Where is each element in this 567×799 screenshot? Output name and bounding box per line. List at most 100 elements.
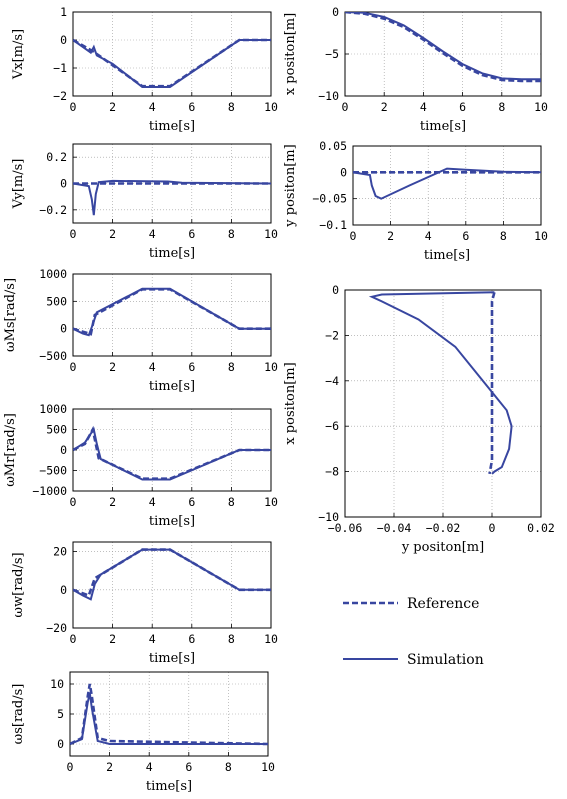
- x-tick-label: 6: [185, 760, 192, 774]
- series-simulation-line: [70, 692, 268, 745]
- x-tick-label: −0.04: [377, 521, 412, 535]
- x-tick-label: 0: [350, 229, 357, 243]
- y-axis-label: ωw[rad/s]: [11, 552, 26, 617]
- x-tick-label: 6: [188, 360, 195, 374]
- x-axis-label: time[s]: [149, 379, 195, 394]
- y-tick-label: 1000: [39, 402, 67, 416]
- x-tick-label: 6: [188, 227, 195, 241]
- x-tick-label: 2: [387, 229, 394, 243]
- x-tick-label: 2: [109, 100, 116, 114]
- y-axis-label: ωMs[rad/s]: [3, 278, 18, 352]
- x-tick-label: 8: [498, 100, 505, 114]
- x-tick-label: 2: [109, 495, 116, 509]
- x-tick-label: 10: [264, 227, 278, 241]
- y-axis-label: x positon[m]: [283, 362, 298, 444]
- x-axis-label: time[s]: [146, 779, 192, 794]
- y-tick-label: 0: [60, 322, 67, 336]
- y-tick-label: 0: [60, 443, 67, 457]
- series-reference-line: [73, 425, 271, 481]
- series-simulation-line: [73, 39, 271, 88]
- chart-ypos: 0 2 4 6 8 10 0.05 0 −0.05 −0.1 time[s] y positon[m]: [283, 139, 548, 263]
- x-axis-label: time[s]: [149, 119, 195, 134]
- y-tick-label: 1: [60, 5, 67, 19]
- series-simulation-line: [73, 179, 271, 216]
- y-tick-label: −0.05: [312, 192, 347, 206]
- y-tick-label: 0: [332, 283, 339, 297]
- y-tick-label: −6: [325, 419, 339, 433]
- x-tick-label: −0.06: [328, 521, 363, 535]
- y-tick-label: −8: [325, 465, 339, 479]
- x-tick-label: 8: [225, 760, 232, 774]
- x-tick-label: 2: [109, 227, 116, 241]
- plot-frame: [69, 671, 269, 757]
- x-tick-label: 2: [109, 360, 116, 374]
- y-tick-label: −10: [318, 510, 339, 524]
- y-tick-label: −0.2: [39, 203, 67, 217]
- series-reference-line: [345, 12, 541, 83]
- x-tick-label: 10: [264, 632, 278, 646]
- x-tick-label: 4: [420, 100, 427, 114]
- series-simulation-line: [345, 12, 541, 81]
- x-tick-label: 10: [261, 760, 275, 774]
- series-reference-line: [488, 291, 496, 475]
- y-axis-label: Vy[m/s]: [11, 159, 26, 210]
- x-tick-label: 8: [228, 100, 235, 114]
- y-axis-label: Vx[m/s]: [11, 29, 26, 80]
- y-tick-label: 500: [46, 423, 67, 437]
- y-tick-label: −500: [39, 349, 67, 363]
- y-axis-label: y positon[m]: [283, 144, 298, 227]
- x-tick-label: 0: [67, 760, 74, 774]
- x-tick-label: 4: [149, 632, 156, 646]
- y-tick-label: 0: [57, 737, 64, 751]
- series-simulation-line: [73, 427, 271, 481]
- chart-xpos: 0 2 4 6 8 10 0 −5 −10 time[s] x positon[m]: [283, 5, 548, 134]
- y-axis-label: x positon[m]: [283, 13, 298, 95]
- y-tick-label: 0: [60, 177, 67, 191]
- y-tick-label: 500: [46, 294, 67, 308]
- x-tick-label: 8: [228, 495, 235, 509]
- x-tick-label: 6: [188, 100, 195, 114]
- y-tick-label: 5: [57, 707, 64, 721]
- chart-ws: 0 2 4 6 8 10 10 5 0 time[s] ωs[rad/s]: [11, 671, 275, 794]
- chart-wmr: 0 2 4 6 8 10 1000 500 0 −500 −1000 time[s] ωMr[rad/s…: [3, 402, 278, 529]
- x-tick-label: 0: [70, 495, 77, 509]
- x-tick-label: 0: [70, 632, 77, 646]
- y-tick-label: −4: [325, 374, 339, 388]
- plot-frame: [344, 11, 542, 97]
- x-tick-label: 6: [188, 495, 195, 509]
- x-tick-label: 0: [70, 227, 77, 241]
- series-simulation-line: [368, 291, 513, 475]
- x-tick-label: 10: [264, 360, 278, 374]
- y-tick-label: 0: [332, 5, 339, 19]
- plot-frame: [72, 273, 272, 357]
- legend-reference-label: Reference: [407, 596, 479, 612]
- y-tick-label: −0.1: [319, 218, 347, 232]
- x-tick-label: 6: [462, 229, 469, 243]
- x-tick-label: 10: [264, 100, 278, 114]
- legend-simulation-label: Simulation: [407, 652, 484, 668]
- x-tick-label: 0: [342, 100, 349, 114]
- x-tick-label: 8: [228, 227, 235, 241]
- x-tick-label: 0.02: [527, 521, 555, 535]
- y-tick-label: 10: [50, 677, 64, 691]
- y-tick-label: 0.2: [46, 150, 67, 164]
- chart-xy: −0.06 −0.04 −0.02 0 0.02 0 −2 −4 −6 −8 −10 y posito…: [283, 283, 555, 555]
- series-simulation-line: [73, 287, 271, 337]
- y-tick-label: 20: [53, 545, 67, 559]
- x-tick-label: 4: [149, 227, 156, 241]
- y-tick-label: −2: [325, 328, 339, 342]
- x-tick-label: 8: [228, 360, 235, 374]
- x-tick-label: 4: [425, 229, 432, 243]
- y-tick-label: −1000: [32, 484, 67, 498]
- x-axis-label: y positon[m]: [401, 540, 484, 555]
- y-tick-label: −5: [325, 47, 339, 61]
- x-tick-label: 8: [228, 632, 235, 646]
- x-axis-label: time[s]: [424, 248, 470, 263]
- y-tick-label: −10: [318, 89, 339, 103]
- x-axis-label: time[s]: [149, 514, 195, 529]
- x-tick-label: 2: [381, 100, 388, 114]
- plot-frame: [344, 289, 542, 518]
